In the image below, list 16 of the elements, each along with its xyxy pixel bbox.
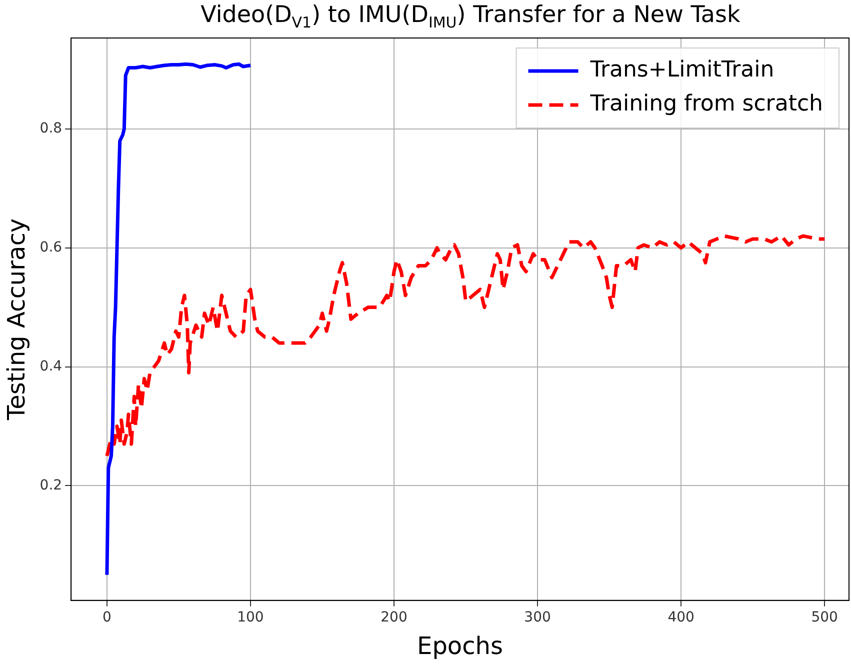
x-tick-label: 0 <box>102 609 112 626</box>
line-series <box>105 234 826 458</box>
x-tick-label: 100 <box>237 609 264 626</box>
legend-label: Trans+LimitTrain <box>589 58 774 83</box>
chart-title: Video(D$_{V1}$) to IMU(D$_{IMU}$) Transfer for a New Task <box>200 2 742 32</box>
x-tick-label: 300 <box>524 609 551 626</box>
y-tick-label: 0.6 <box>40 240 62 256</box>
x-axis-title: Epochs <box>417 632 504 660</box>
x-tick-label: 500 <box>811 609 838 626</box>
y-tick-label: 0.8 <box>40 120 62 137</box>
legend-label: Training from scratch <box>589 92 824 117</box>
x-tick-label: 200 <box>380 609 408 626</box>
y-tick-label: 0.2 <box>40 477 62 494</box>
y-axis-title: Testing Accuracy <box>2 218 31 421</box>
y-tick-label: 0.4 <box>40 358 62 374</box>
x-tick-label: 400 <box>668 609 694 626</box>
